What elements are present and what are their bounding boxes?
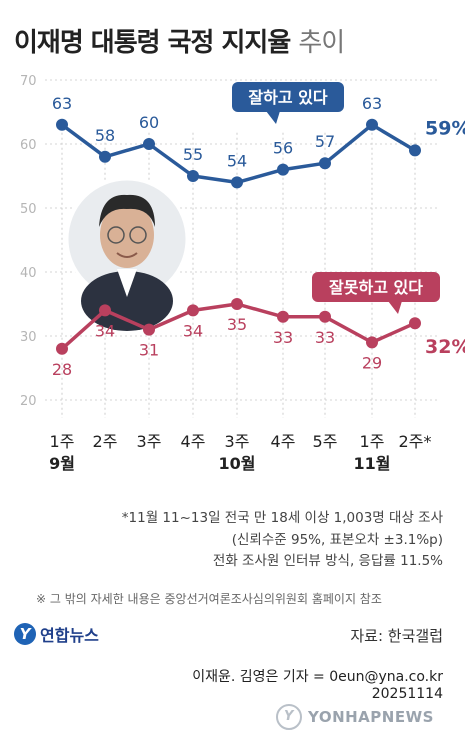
reporters: 이재윤. 김영은 기자 = 0eun@yna.co.kr [192,669,443,685]
x-tick-label: 1주 [50,432,75,451]
disapprove-point [231,298,243,310]
chart-title: 이재명 대통령 국정 지지율 추이 [14,22,345,59]
approve-point [231,176,243,189]
y-tick-label: 30 [20,330,37,345]
line-chart: 70 60 50 40 30 20 1주 2주 3주 4주 3주 4주 5주 1주 2주* 9월 10월 11월 6… [20,74,465,473]
portrait-face [100,202,154,268]
y-tick-label: 40 [20,266,37,281]
disapprove-data-label: 34 [183,321,203,340]
disapprove-point [366,336,378,349]
approve-point [187,170,199,182]
approve-point [319,157,331,170]
disapprove-point [319,310,331,323]
x-tick-label: 4주 [271,432,296,451]
approve-point [277,163,289,176]
x-tick-label: 5주 [313,432,338,451]
portrait-hair [99,194,155,227]
disapprove-point [99,304,111,317]
survey-note-1: *11월 11~13일 전국 만 18세 이상 1,003명 대상 조사 [121,510,443,526]
approve-data-label: 63 [52,94,72,113]
approve-data-label: 58 [95,126,115,145]
yonhap-logo-name: 연합뉴스 [40,626,99,645]
legend-label: 잘하고 있다 [248,88,327,107]
disapprove-point [56,342,68,355]
legend-label: 잘못하고 있다 [329,278,423,297]
approve-point [56,118,68,131]
disapprove-point [143,323,155,336]
approve-data-label: 60 [139,113,159,132]
survey-note-2: (신뢰수준 95%, 표본오차 ±3.1%p) [231,532,443,548]
approve-data-label: 54 [227,151,247,170]
approve-legend-callout [232,82,344,112]
portrait-glasses-right [129,226,147,244]
x-tick-label: 3주 [137,432,162,451]
portrait-shirt [117,269,137,297]
yonhap-logo-icon: Y [14,623,36,645]
approve-point [99,150,111,163]
x-tick-label: 2주* [399,432,432,451]
yonhap-logo: Y 연합뉴스 [14,622,99,646]
x-tick-label: 2주 [93,432,118,451]
publish-date: 20251114 [371,686,443,702]
disapprove-point [187,304,199,317]
x-tick-label: 4주 [181,432,206,451]
y-tick-label: 70 [20,74,37,89]
y-tick-label: 20 [20,394,37,409]
disapprove-data-label: 32% [425,336,465,358]
y-tick-label: 50 [20,202,37,217]
y-tick-label: 60 [20,138,37,153]
approve-point [409,144,421,157]
disapprove-data-label: 29 [362,353,382,372]
watermark: Y YONHAPNEWS [276,704,434,730]
x-tick-label: 1주 [360,432,385,451]
title-suffix: 추이 [298,28,345,58]
approve-point [143,138,155,150]
data-source: 자료: 한국갤럽 [350,627,443,645]
disapprove-legend-callout [312,272,440,302]
x-tick-label: 3주 [225,432,250,451]
approve-data-label: 57 [315,132,335,151]
approve-legend-callout-tail [266,111,280,124]
approve-data-label: 55 [183,145,203,164]
disapprove-data-label: 33 [315,328,335,347]
approve-point [366,118,378,131]
disapprove-data-label: 31 [139,341,159,360]
portrait-glasses-left [107,226,125,244]
portrait-smile [116,252,138,258]
source-note: ※ 그 밖의 자세한 내용은 중앙선거여론조사심의위원회 홈페이지 참조 [36,592,382,606]
month-label: 9월 [49,454,75,473]
approve-data-label: 63 [362,94,382,113]
disapprove-point [277,310,289,323]
disapprove-point [409,317,421,330]
disapprove-data-label: 28 [52,360,72,379]
disapprove-data-label: 34 [95,321,115,340]
disapprove-legend-callout-tail [388,301,402,314]
watermark-text: YONHAPNEWS [308,708,434,726]
approve-data-label: 59% [425,117,465,139]
disapprove-data-label: 33 [273,328,293,347]
watermark-icon: Y [276,704,302,730]
survey-note-3: 전화 조사원 인터뷰 방식, 응답률 11.5% [212,553,443,569]
month-label: 10월 [219,454,256,473]
disapprove-data-label: 35 [227,315,247,334]
title-main: 이재명 대통령 국정 지지율 [14,28,291,58]
approve-data-label: 56 [273,139,293,158]
month-label: 11월 [354,454,391,473]
